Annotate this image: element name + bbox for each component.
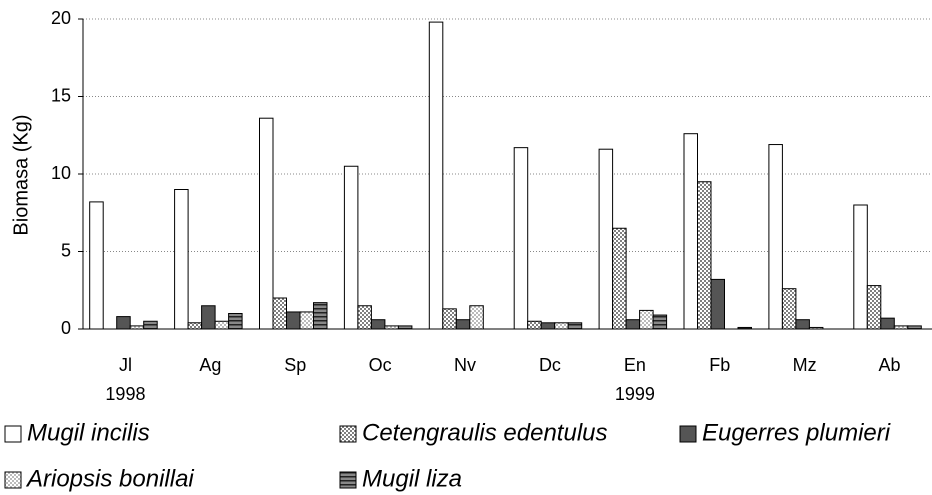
bar: [259, 117, 274, 330]
x-tick-label: Fb: [709, 355, 730, 375]
legend-label: Ariopsis bonillai: [25, 465, 194, 492]
x-tick-label: Oc: [369, 355, 392, 375]
bar: [187, 322, 203, 330]
year-label: 1998: [105, 384, 145, 404]
bar: [455, 319, 471, 330]
bar: [143, 320, 158, 330]
x-tick-label: Mz: [793, 355, 817, 375]
bar: [513, 147, 529, 330]
bar: [272, 297, 287, 330]
legend-swatch: [4, 471, 22, 489]
legend-label: Mugil incilis: [27, 419, 150, 446]
y-tick-label: 15: [51, 85, 71, 105]
y-tick-label: 10: [51, 163, 71, 183]
x-tick-label: En: [624, 355, 646, 375]
y-tick-label: 5: [61, 240, 71, 260]
bar: [710, 278, 725, 330]
bar: [89, 201, 104, 330]
bar: [683, 133, 698, 330]
bar: [286, 311, 301, 330]
bar: [639, 309, 654, 330]
legend-label: Mugil liza: [362, 465, 462, 492]
legend-swatch: [339, 471, 357, 489]
bar: [652, 314, 668, 330]
bar: [554, 322, 569, 330]
bar: [612, 227, 627, 330]
bar: [214, 320, 230, 330]
bar: [598, 148, 614, 330]
bar: [442, 308, 457, 330]
bar: [625, 319, 641, 330]
x-tick-label: Sp: [284, 355, 306, 375]
bar: [866, 285, 882, 330]
bar: [697, 181, 712, 330]
bar: [540, 322, 556, 330]
bar: [357, 305, 372, 330]
bar: [116, 316, 131, 330]
bar: [527, 320, 542, 330]
bar: [880, 317, 895, 330]
y-tick-label: 0: [61, 318, 71, 338]
x-tick-label: Jl: [119, 355, 132, 375]
x-tick-label: Ab: [879, 355, 901, 375]
bar: [469, 305, 484, 330]
y-tick-label: 20: [51, 8, 71, 28]
bar: [174, 189, 189, 330]
y-axis-label: Biomasa (Kg): [10, 114, 32, 235]
legend-label: Cetengraulis edentulus: [362, 419, 608, 446]
bar: [299, 311, 314, 330]
bar: [228, 313, 243, 330]
bar: [343, 165, 359, 330]
x-tick-label: Dc: [539, 355, 561, 375]
legend-swatch: [4, 425, 22, 443]
x-tick-label: Nv: [454, 355, 476, 375]
year-label: 1999: [615, 384, 655, 404]
bar: [313, 302, 328, 330]
bar: [781, 288, 797, 330]
bar: [795, 319, 810, 330]
bar: [567, 322, 583, 330]
bar: [428, 21, 444, 330]
bar: [201, 305, 216, 330]
bar: [853, 204, 868, 330]
legend-swatch: [679, 425, 697, 443]
bar: [370, 319, 386, 330]
bar: [768, 144, 783, 330]
legend-label: Eugerres plumieri: [702, 419, 891, 446]
legend-swatch: [339, 425, 357, 443]
x-tick-label: Ag: [199, 355, 221, 375]
